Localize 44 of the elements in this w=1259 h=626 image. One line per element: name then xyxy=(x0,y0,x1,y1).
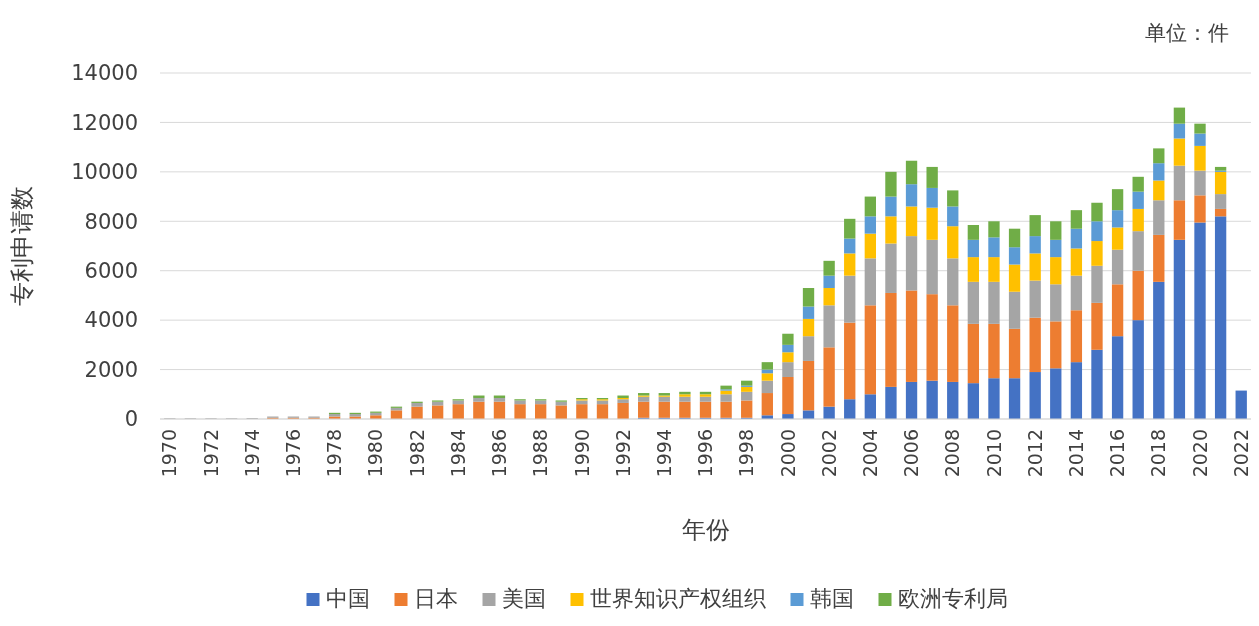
x-tick-label: 1984 xyxy=(446,429,469,478)
y-tick-label: 12000 xyxy=(71,110,138,135)
x-tick-label: 1976 xyxy=(282,429,305,478)
legend-label: 欧洲专利局 xyxy=(897,586,1008,611)
x-tick-label: 1970 xyxy=(158,429,181,478)
legend-label: 日本 xyxy=(413,586,458,611)
y-tick-label: 6000 xyxy=(84,259,138,284)
x-tick-label: 2002 xyxy=(817,429,840,478)
x-tick-label: 1990 xyxy=(570,429,593,478)
legend-label: 世界知识产权组织 xyxy=(589,586,766,611)
x-tick-label: 1998 xyxy=(735,429,758,478)
x-tick-label: 2020 xyxy=(1188,429,1211,478)
x-tick-label: 1996 xyxy=(694,429,717,478)
x-tick-label: 2008 xyxy=(941,429,964,478)
x-tick-label: 1992 xyxy=(611,429,634,478)
x-tick-label: 2010 xyxy=(982,429,1005,478)
legend-label: 韩国 xyxy=(809,586,854,611)
x-tick-label: 1988 xyxy=(529,429,552,478)
x-axis-title: 年份 xyxy=(681,516,730,544)
x-tick-label: 2000 xyxy=(776,429,799,478)
y-tick-label: 8000 xyxy=(84,209,138,234)
legend-label: 中国 xyxy=(325,586,370,611)
x-tick-label: 1986 xyxy=(488,429,511,478)
x-tick-label: 1974 xyxy=(240,429,263,478)
y-tick-label: 0 xyxy=(124,407,138,432)
x-tick-label: 1980 xyxy=(364,429,387,478)
y-tick-label: 4000 xyxy=(84,308,138,333)
x-tick-label: 2006 xyxy=(900,429,923,478)
legend-label: 美国 xyxy=(501,586,546,611)
x-tick-label: 2004 xyxy=(858,429,881,478)
x-tick-label: 1978 xyxy=(323,429,346,478)
y-tick-label: 10000 xyxy=(71,160,138,185)
x-tick-label: 2018 xyxy=(1147,429,1170,478)
text: 单位：件 xyxy=(1145,21,1229,45)
x-tick-label: 1982 xyxy=(405,429,428,478)
y-tick-label: 2000 xyxy=(84,357,138,382)
x-tick-label: 2014 xyxy=(1065,429,1088,478)
x-tick-label: 1972 xyxy=(199,429,222,478)
x-tick-label: 1994 xyxy=(652,429,675,478)
x-tick-label: 2012 xyxy=(1023,429,1046,478)
y-tick-label: 14000 xyxy=(71,61,138,86)
x-tick-label: 2022 xyxy=(1229,429,1252,478)
x-tick-label: 2016 xyxy=(1106,429,1129,478)
y-axis-title: 专利申请数 xyxy=(8,186,36,306)
